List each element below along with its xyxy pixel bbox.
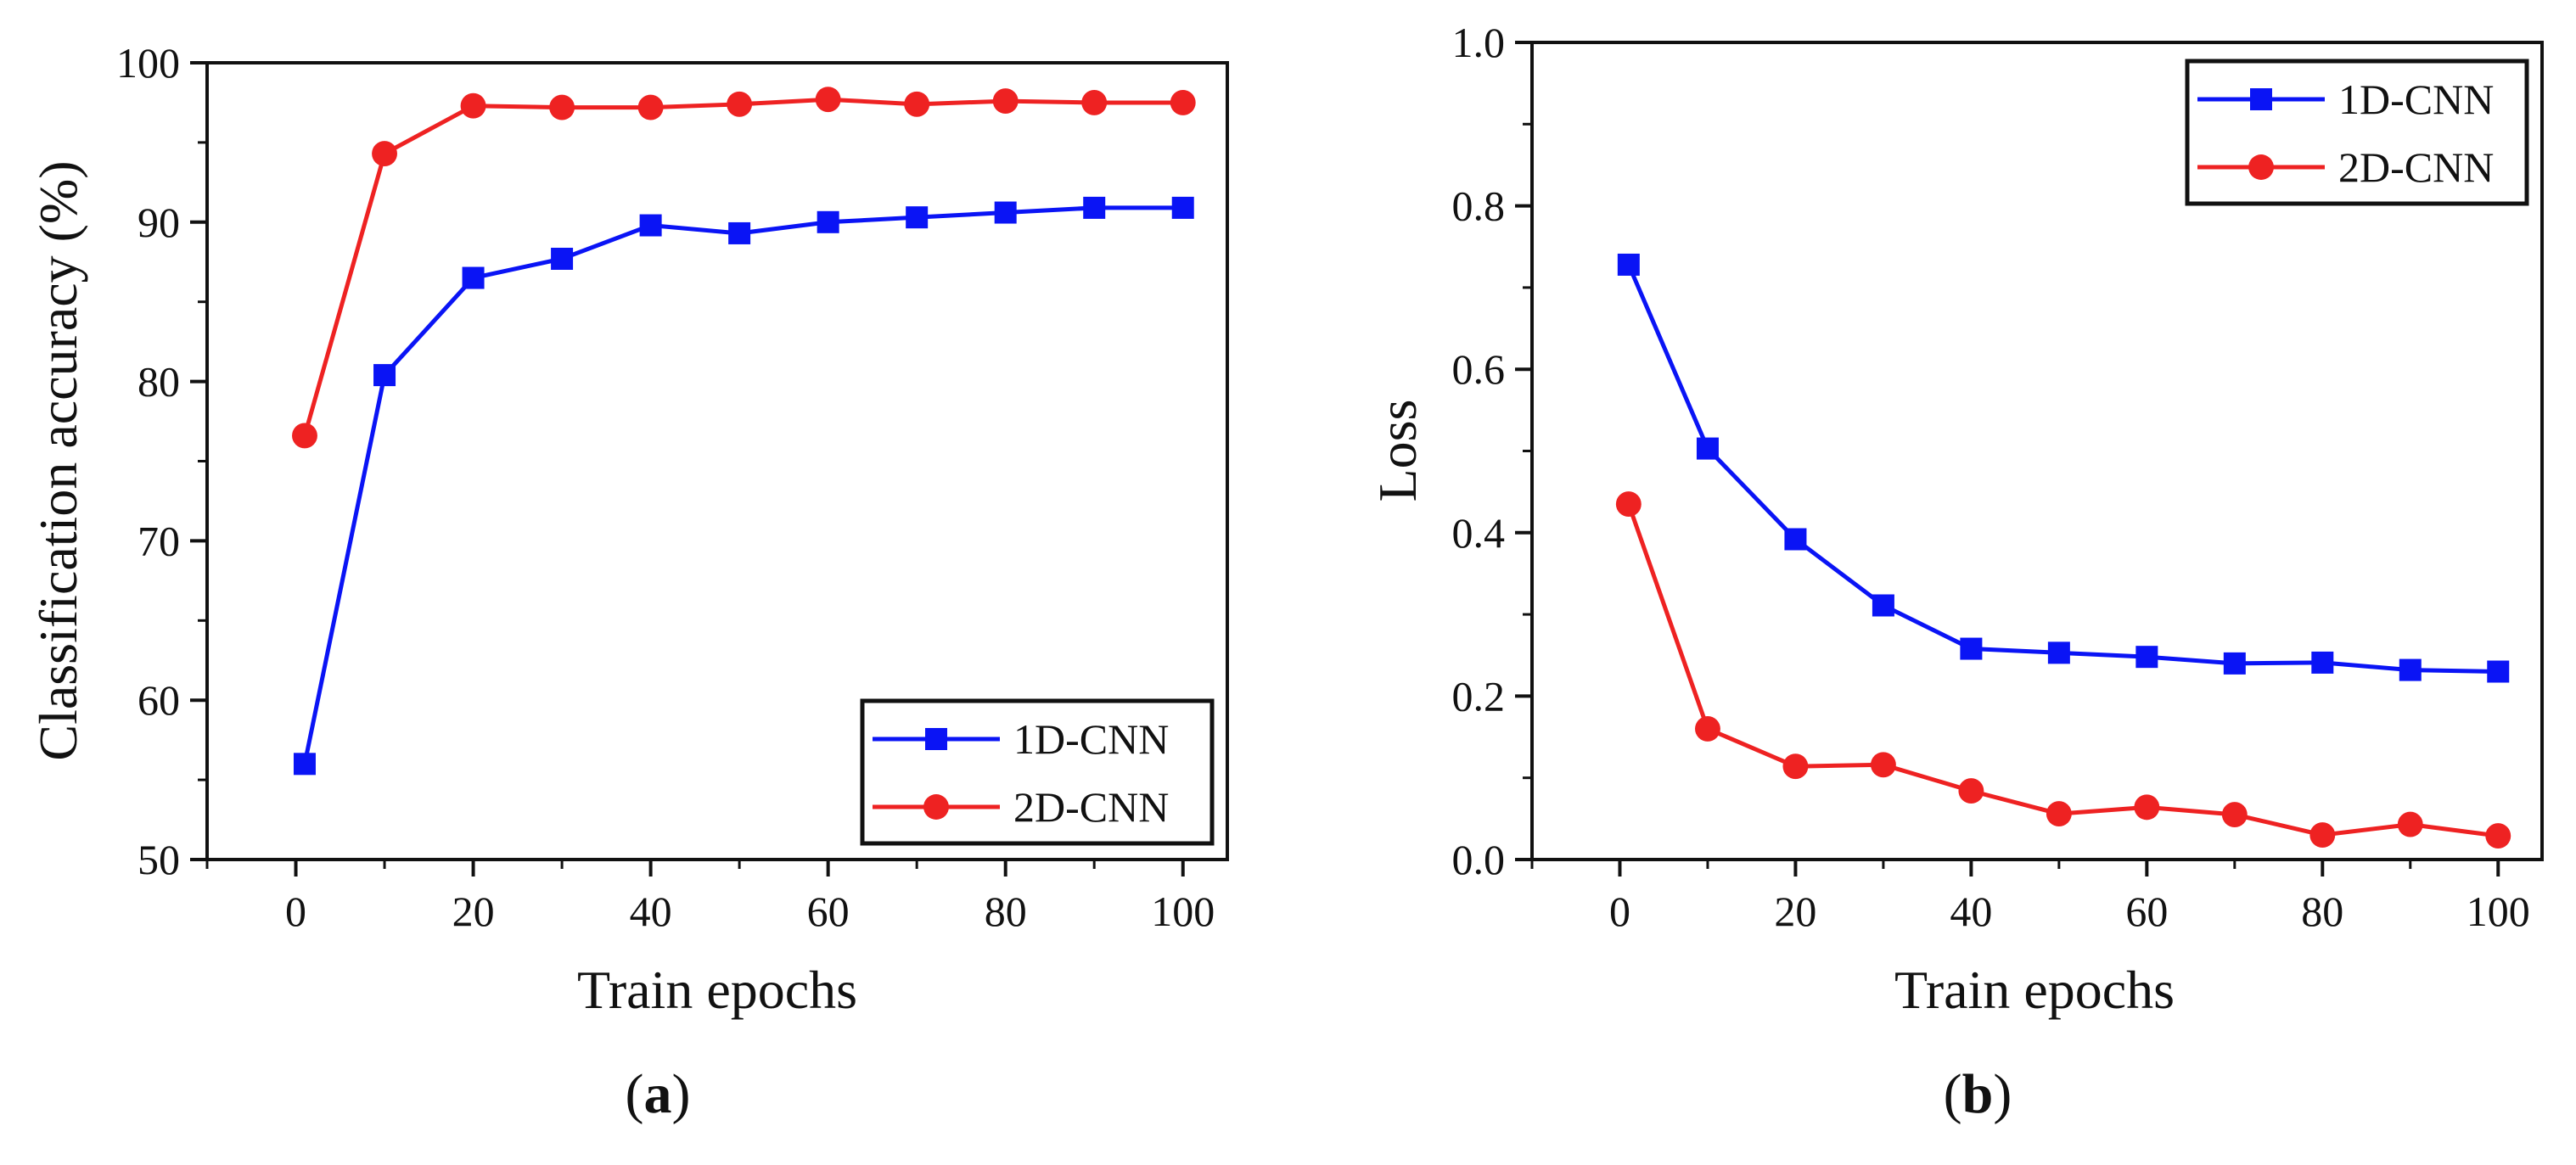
panel-b-y-tick-label: 0.0 (1452, 836, 1506, 883)
panel-b-y-axis-title: Loss (1367, 400, 1428, 502)
panel-b-x-tick-label: 100 (2467, 888, 2530, 935)
panel-b-series-2d-cnn-point (1782, 753, 1809, 780)
panel-b-series-2d-cnn-line (1626, 503, 2499, 838)
panel-b-y-tick-label: 0.4 (1452, 509, 1506, 557)
panel-a-x-tick-label: 80 (985, 888, 1027, 935)
panel-b-series-2d-cnn-point (1870, 752, 1896, 778)
panel-a-series-2d-cnn-point (904, 91, 930, 117)
panel-b-loss-chart: 0 20 40 60 80 100 0.0 0.2 0.4 0.6 0.8 1.0 Loss Train … (1367, 19, 2544, 1125)
panel-b-series-2d-cnn-point (2397, 811, 2423, 837)
panel-a-series-2d-cnn-point (372, 141, 397, 166)
panel-a-series-1d-cnn-point (462, 266, 485, 289)
panel-a-legend-2d-cnn-marker (923, 794, 949, 820)
panel-b-series-1d-cnn-point (2311, 651, 2334, 674)
panel-b-series-1d-cnn-line (1626, 263, 2499, 675)
panel-b-series-1d-cnn-point (1872, 594, 1894, 617)
panel-a-series-2d-cnn-point (815, 87, 841, 113)
panel-b-y-tick-label: 0.6 (1452, 345, 1506, 393)
panel-a-y-axis-title: Classification accuracy (%) (28, 160, 88, 760)
panel-b-x-tick-label: 40 (1950, 888, 1992, 935)
panel-a-panel-letter: a (644, 1063, 672, 1125)
panel-b-y-tick-label: 1.0 (1452, 19, 1506, 66)
panel-a-legend-1d-cnn-marker (925, 728, 947, 750)
panel-b-legend-2d-cnn-marker (2248, 154, 2274, 180)
panel-b-y-tick-label: 0.2 (1452, 672, 1506, 720)
panel-a-series-2d-cnn-line (302, 97, 1183, 437)
panel-a-series-2d-cnn-point (549, 94, 575, 120)
panel-b-legend-2d-cnn-label: 2D-CNN (2338, 143, 2494, 191)
panel-b-series-1d-cnn-point (1696, 437, 1719, 460)
panel-a-x-tick-label: 60 (807, 888, 850, 935)
panel-a-series-1d-cnn-point (1171, 196, 1194, 219)
panel-a-legend-1d-cnn-label: 1D-CNN (1013, 715, 1169, 763)
panel-a-series-2d-cnn-point (292, 423, 317, 449)
panel-a-x-tick-label: 40 (630, 888, 672, 935)
panel-a-legend-2d-cnn-label: 2D-CNN (1013, 783, 1169, 831)
panel-a-y-tick-label: 100 (116, 39, 180, 87)
panel-b-series-1d-cnn-point (2223, 652, 2246, 675)
panel-a-x-tick-label: 20 (452, 888, 495, 935)
panel-a-series-1d-cnn-point (817, 210, 839, 233)
panel-b-series-2d-cnn-point (2309, 822, 2336, 849)
panel-a-x-axis-title: Train epochs (577, 960, 857, 1020)
panel-a-series-2d-cnn-point (460, 92, 486, 119)
panel-b-series-2d-cnn-point (2485, 823, 2511, 849)
panel-a-y-tick-label: 90 (137, 199, 180, 246)
panel-b-y-tick-label: 0.8 (1452, 182, 1506, 230)
panel-a-series-1d-cnn-point (1083, 196, 1106, 219)
panel-a-series-1d-cnn-point (293, 753, 316, 776)
panel-b-series-2d-cnn-point (2046, 801, 2072, 827)
panel-b-series-1d-cnn-point (1960, 637, 1983, 660)
panel-b-series-2d-cnn-point (2221, 802, 2248, 827)
panel-b-legend-box (2185, 59, 2529, 206)
panel-a-panel-label: (a) (626, 1063, 691, 1125)
panel-b-x-axis-title: Train epochs (1894, 960, 2175, 1020)
panel-b-legend-1d-cnn-label: 1D-CNN (2338, 76, 2494, 123)
panel-a-series-1d-cnn-point (639, 214, 662, 237)
panel-a-accuracy-chart: 0 20 40 60 80 100 50 60 70 80 90 100 Classification … (28, 39, 1229, 1125)
panel-a-series-1d-cnn-point (728, 221, 751, 244)
panel-a-y-tick-label: 80 (137, 358, 180, 406)
panel-a-series-1d-cnn-point (994, 201, 1017, 224)
panel-b-series-2d-cnn-point (1615, 491, 1642, 518)
panel-b-x-tick-label: 0 (1609, 888, 1630, 935)
panel-b-x-tick-label: 60 (2125, 888, 2168, 935)
panel-a-series-1d-cnn-point (906, 206, 929, 229)
panel-b-series-1d-cnn-point (1784, 528, 1807, 551)
panel-a-series-2d-cnn-point (1170, 90, 1196, 115)
panel-a-series-2d-cnn-point (992, 88, 1019, 115)
panel-a-x-tick-label: 0 (285, 888, 306, 935)
panel-a-series-2d-cnn-point (727, 91, 753, 117)
panel-a-legend-box (860, 698, 1215, 846)
panel-b-panel-letter: b (1962, 1063, 1994, 1125)
panel-a-series-1d-cnn-point (373, 364, 396, 387)
panel-a-series-1d-cnn-line (302, 205, 1183, 765)
panel-b-series-1d-cnn-point (2487, 660, 2510, 683)
panel-b-series-1d-cnn-point (2399, 658, 2422, 681)
panel-b-legend-1d-cnn-marker (2250, 88, 2272, 110)
panel-a-y-tick-label: 70 (137, 517, 180, 564)
panel-b-x-tick-label: 20 (1774, 888, 1816, 935)
panel-b-series-1d-cnn-point (2135, 646, 2158, 669)
panel-b-series-1d-cnn-point (1617, 253, 1640, 276)
panel-a-series-1d-cnn-point (551, 247, 574, 270)
panel-b-x-tick-label: 80 (2301, 888, 2343, 935)
panel-b-series-2d-cnn-point (2134, 794, 2160, 821)
panel-b-series-2d-cnn-point (1958, 778, 1984, 804)
panel-b-panel-label: (b) (1944, 1063, 2012, 1125)
panel-a-series-2d-cnn-point (1081, 90, 1108, 115)
panel-a-y-tick-label: 50 (137, 836, 180, 883)
panel-a-y-tick-label: 60 (137, 676, 180, 724)
panel-b-series-1d-cnn-point (2047, 641, 2070, 664)
panel-a-x-tick-label: 100 (1151, 888, 1215, 935)
panel-a-series-2d-cnn-point (637, 94, 664, 120)
panel-b-series-2d-cnn-point (1695, 715, 1720, 742)
